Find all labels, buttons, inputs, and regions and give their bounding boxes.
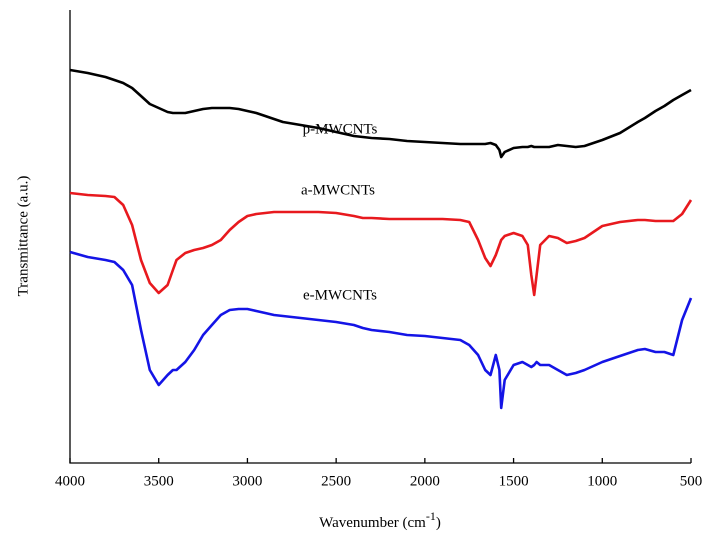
spectrum-line: [69, 191, 693, 297]
x-axis-label: Wavenumber (cm-1): [319, 509, 441, 532]
x-tick-label: 4000: [55, 473, 85, 489]
spectrum-line: [69, 68, 692, 159]
x-tick-label: 1000: [587, 473, 617, 489]
y-axis-label: Transmittance (a.u.): [15, 176, 31, 297]
x-tick-label: 3000: [232, 473, 262, 489]
x-tick-label: 1500: [499, 473, 529, 489]
axes: [69, 10, 691, 464]
spectrum-line: [69, 250, 693, 410]
x-tick-label: 2000: [410, 473, 440, 489]
series-label: a-MWCNTs: [301, 182, 375, 198]
x-tick-label: 500: [680, 473, 703, 489]
x-tick-label: 3500: [144, 473, 174, 489]
series-label: e-MWCNTs: [303, 287, 377, 303]
series-label: p-MWCNTs: [303, 121, 378, 137]
x-tick-label: 2500: [321, 473, 351, 489]
